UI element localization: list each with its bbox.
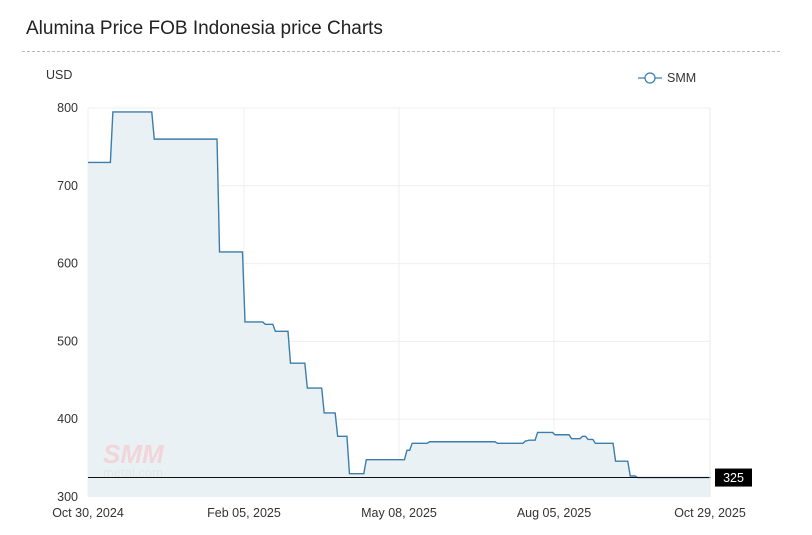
data-point[interactable] <box>216 249 222 255</box>
title-divider <box>22 51 780 52</box>
x-tick-label: Oct 29, 2025 <box>674 506 746 520</box>
data-point[interactable] <box>579 433 585 439</box>
series-line <box>88 111 711 479</box>
x-tick-label: Feb 05, 2025 <box>207 506 281 520</box>
series-area-fill <box>88 111 711 497</box>
data-point[interactable] <box>612 458 618 464</box>
data-point[interactable] <box>568 436 574 442</box>
y-axis-unit: USD <box>46 68 72 82</box>
y-tick-label: 400 <box>57 412 78 426</box>
data-point[interactable] <box>334 433 340 439</box>
data-point[interactable] <box>408 440 414 446</box>
legend-item-smm[interactable]: SMM <box>667 71 696 85</box>
data-point[interactable] <box>362 457 368 463</box>
current-value-badge <box>715 468 752 487</box>
data-point[interactable] <box>534 429 540 435</box>
y-tick-label: 500 <box>57 334 78 348</box>
data-point[interactable] <box>261 321 267 327</box>
x-tick-label: Oct 30, 2024 <box>52 506 124 520</box>
data-point[interactable] <box>345 471 351 477</box>
data-point[interactable] <box>494 440 500 446</box>
data-point[interactable] <box>591 440 597 446</box>
data-point[interactable] <box>426 439 432 445</box>
data-point[interactable] <box>85 159 91 165</box>
data-point[interactable] <box>403 447 409 453</box>
data-point[interactable] <box>150 136 156 142</box>
x-tick-label: May 08, 2025 <box>361 506 437 520</box>
y-tick-label: 800 <box>57 101 78 115</box>
data-point[interactable] <box>286 360 292 366</box>
data-point[interactable] <box>271 328 277 334</box>
y-tick-label: 300 <box>57 490 78 504</box>
data-point[interactable] <box>109 109 115 115</box>
watermark-text: metal.com <box>103 465 163 480</box>
current-value-label: 325 <box>723 471 744 485</box>
data-point[interactable] <box>320 410 326 416</box>
page-title: Alumina Price FOB Indonesia price Charts <box>26 18 383 39</box>
legend-marker-icon <box>644 72 656 84</box>
data-point[interactable] <box>626 473 632 479</box>
data-point[interactable] <box>551 432 557 438</box>
data-point[interactable] <box>584 436 590 442</box>
data-point[interactable] <box>525 437 531 443</box>
watermark-logo: SMM <box>103 439 165 469</box>
data-point[interactable] <box>241 319 247 325</box>
x-tick-label: Aug 05, 2025 <box>517 506 591 520</box>
data-point[interactable] <box>303 385 309 391</box>
y-tick-label: 600 <box>57 257 78 271</box>
y-tick-label: 700 <box>57 179 78 193</box>
